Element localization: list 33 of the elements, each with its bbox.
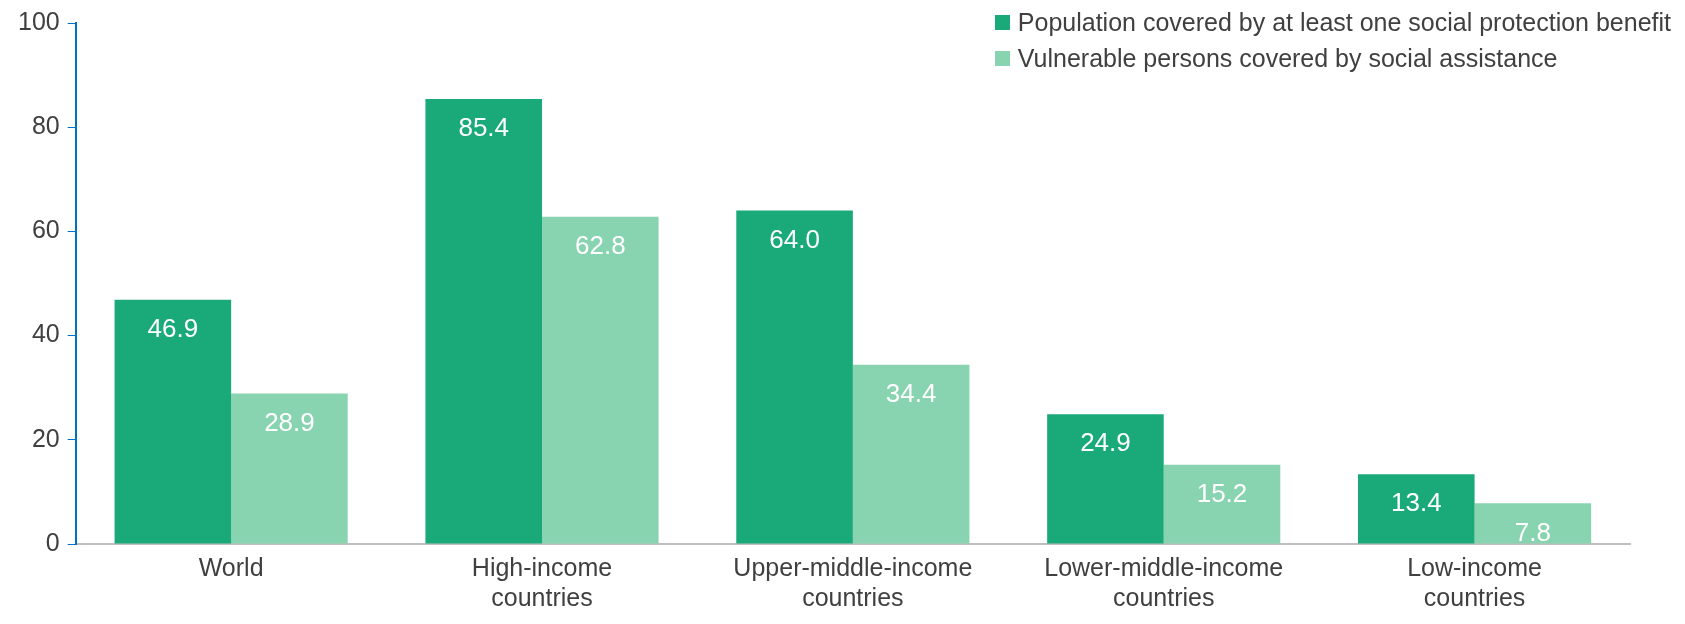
bar: [425, 99, 542, 544]
x-tick-label: World: [198, 552, 264, 581]
bar: [1474, 503, 1592, 544]
y-tick-label: 100: [17, 6, 60, 35]
bar: [542, 216, 659, 544]
text: 7.8: [1514, 516, 1551, 547]
text: 46.9: [147, 312, 199, 343]
bar: [1163, 464, 1281, 544]
legend-label: Vulnerable persons covered by social assistance: [1017, 43, 1558, 74]
x-tick-label: Upper-middle-income countries: [733, 552, 973, 611]
bar: [852, 364, 970, 544]
text: 15.2: [1196, 477, 1248, 508]
text: 64.0: [769, 223, 820, 254]
x-tick-label: High-income countries: [471, 552, 613, 611]
text: 85.4: [458, 112, 510, 143]
y-tick-label: 60: [31, 215, 60, 244]
y-tick-label: 40: [31, 319, 60, 348]
bar: [736, 210, 853, 544]
x-tick-label: Low-income countries: [1407, 552, 1542, 611]
text: 28.9: [264, 406, 315, 437]
legend-label: Population covered by at least one social protection benefit: [1017, 7, 1671, 38]
y-tick-label: 20: [31, 423, 60, 452]
y-tick-label: 0: [45, 527, 60, 556]
bar: [1358, 474, 1475, 544]
bar: [114, 299, 232, 544]
text: 24.9: [1080, 427, 1131, 458]
x-tick-label: Lower-middle-income countries: [1044, 552, 1284, 611]
text: 13.4: [1390, 487, 1442, 518]
text: 34.4: [885, 377, 937, 408]
bar: [231, 393, 348, 544]
text: 62.8: [574, 229, 626, 260]
bar: [1047, 414, 1164, 544]
y-tick-label: 80: [31, 111, 60, 140]
